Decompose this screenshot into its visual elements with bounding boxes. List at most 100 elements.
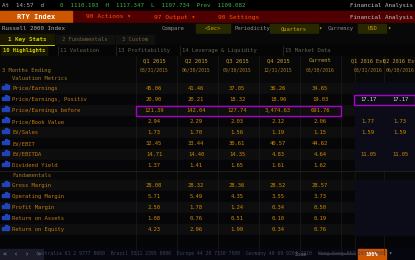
Bar: [355, 149, 415, 160]
Bar: [7, 107, 9, 111]
Bar: [7, 182, 9, 186]
Bar: [2, 152, 4, 155]
Text: Valuation Metrics: Valuation Metrics: [12, 76, 67, 81]
Text: 5.49: 5.49: [190, 194, 203, 199]
Bar: [7, 162, 9, 166]
Text: 14.71: 14.71: [146, 152, 162, 157]
Text: Financial Analysis: Financial Analysis: [350, 15, 413, 20]
Text: 11 Valuation: 11 Valuation: [60, 48, 99, 53]
Bar: [0, 235, 415, 248]
Bar: [355, 213, 415, 224]
Text: Price/Earnings: Price/Earnings: [12, 86, 58, 91]
Bar: [0, 149, 415, 160]
Bar: [2, 205, 4, 208]
Bar: [0, 0, 415, 11]
Bar: [0, 56, 415, 66]
Text: 17.17: 17.17: [360, 97, 376, 102]
Text: EV/Sales: EV/Sales: [12, 130, 38, 135]
Bar: [33, 249, 43, 259]
Text: EV/EBIT: EV/EBIT: [12, 141, 35, 146]
Bar: [0, 34, 54, 45]
Text: 3 Custom: 3 Custom: [122, 37, 148, 42]
Bar: [0, 11, 415, 23]
Text: 1.78: 1.78: [190, 205, 203, 210]
Text: 121.39: 121.39: [144, 108, 164, 113]
Text: 19.03: 19.03: [312, 97, 328, 102]
Bar: [355, 138, 415, 149]
Text: 40.57: 40.57: [270, 141, 286, 146]
Text: 2.12: 2.12: [271, 119, 285, 124]
Bar: [5, 214, 7, 219]
Text: Q4 2015: Q4 2015: [266, 58, 289, 63]
Bar: [0, 11, 72, 23]
Text: 32.45: 32.45: [146, 141, 162, 146]
Bar: [0, 191, 415, 202]
Bar: [0, 180, 415, 191]
Text: Russell 2000 Index: Russell 2000 Index: [2, 26, 65, 31]
Text: 20.90: 20.90: [146, 97, 162, 102]
Bar: [136, 106, 341, 115]
Bar: [0, 94, 415, 105]
Bar: [5, 225, 7, 230]
Text: 0.19: 0.19: [313, 216, 327, 221]
Bar: [355, 105, 415, 116]
Bar: [0, 83, 415, 94]
Bar: [355, 202, 415, 213]
Text: Q2 2015: Q2 2015: [185, 58, 208, 63]
Text: 97 Output ▾: 97 Output ▾: [154, 15, 195, 20]
Text: ▾: ▾: [318, 26, 321, 31]
Bar: [0, 127, 415, 138]
Text: Fundamentals: Fundamentals: [12, 173, 51, 178]
Text: 2 Fundamentals: 2 Fundamentals: [62, 37, 108, 42]
Bar: [196, 24, 230, 33]
Bar: [5, 95, 7, 100]
Text: Q3 2015: Q3 2015: [226, 58, 248, 63]
Bar: [7, 151, 9, 155]
Text: Quarters: Quarters: [281, 26, 307, 31]
Bar: [355, 191, 415, 202]
Text: 10 Highlights: 10 Highlights: [3, 48, 45, 53]
Bar: [355, 160, 415, 171]
Text: 127.74: 127.74: [227, 108, 247, 113]
Text: Q2 2016 Est: Q2 2016 Est: [383, 58, 415, 63]
Bar: [7, 204, 9, 208]
Text: 44.62: 44.62: [312, 141, 328, 146]
Text: 1.65: 1.65: [230, 163, 244, 168]
Text: RTY Index: RTY Index: [17, 14, 55, 20]
Bar: [0, 66, 415, 75]
Text: 33.44: 33.44: [188, 141, 204, 146]
Bar: [355, 127, 415, 138]
Text: 28.08: 28.08: [146, 183, 162, 188]
Bar: [2, 119, 4, 122]
Text: 1.08: 1.08: [147, 216, 161, 221]
Text: 1.15: 1.15: [313, 130, 327, 135]
Text: 1.19: 1.19: [271, 130, 285, 135]
Text: 06/30/2015: 06/30/2015: [182, 68, 210, 73]
Bar: [0, 160, 415, 171]
Text: 1.59: 1.59: [361, 130, 374, 135]
Text: Price/Book Value: Price/Book Value: [12, 119, 64, 124]
Bar: [5, 117, 7, 122]
Text: 28.52: 28.52: [270, 183, 286, 188]
Text: ▾: ▾: [388, 251, 391, 257]
Bar: [5, 203, 7, 208]
Text: 14.40: 14.40: [188, 152, 204, 157]
Text: 14 Leverage & Liquidity: 14 Leverage & Liquidity: [182, 48, 257, 53]
Bar: [0, 34, 415, 45]
Text: 0.51: 0.51: [230, 216, 244, 221]
Bar: [5, 139, 7, 144]
Text: «: «: [3, 251, 7, 257]
Text: 28.36: 28.36: [229, 183, 245, 188]
Text: 3 Months Ending: 3 Months Ending: [2, 68, 51, 73]
Text: 28.32: 28.32: [188, 183, 204, 188]
Bar: [355, 180, 415, 191]
Text: 03/31/2015: 03/31/2015: [139, 68, 168, 73]
Bar: [7, 226, 9, 230]
Text: Zoom: Zoom: [295, 251, 308, 257]
Bar: [5, 161, 7, 166]
Text: Price/Earnings, Positiv: Price/Earnings, Positiv: [12, 97, 87, 102]
Text: 1.77: 1.77: [361, 119, 374, 124]
Bar: [5, 181, 7, 186]
Text: 0.50: 0.50: [313, 205, 327, 210]
Bar: [11, 249, 21, 259]
